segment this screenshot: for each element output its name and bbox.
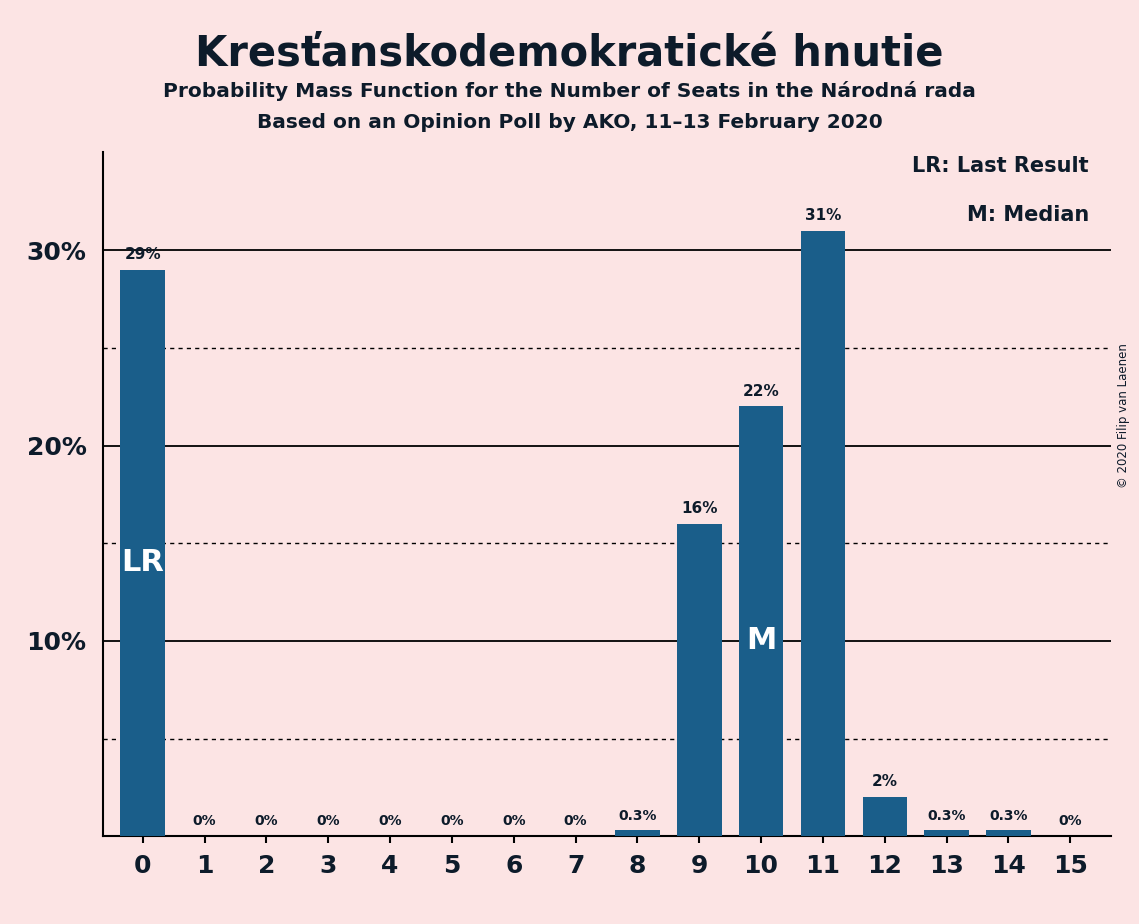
Text: 0.3%: 0.3% xyxy=(927,808,966,822)
Text: 29%: 29% xyxy=(124,247,161,261)
Text: 0%: 0% xyxy=(440,814,464,829)
Text: M: M xyxy=(746,626,777,655)
Text: 22%: 22% xyxy=(743,383,779,398)
Text: 16%: 16% xyxy=(681,501,718,516)
Text: 31%: 31% xyxy=(805,208,841,223)
Bar xyxy=(862,797,907,836)
Text: 0%: 0% xyxy=(502,814,525,829)
Text: M: Median: M: Median xyxy=(967,205,1089,225)
Text: 2%: 2% xyxy=(871,774,898,789)
Text: 0.3%: 0.3% xyxy=(618,808,657,822)
Text: LR: LR xyxy=(121,548,164,578)
Text: 0%: 0% xyxy=(192,814,216,829)
Text: © 2020 Filip van Laenen: © 2020 Filip van Laenen xyxy=(1117,344,1130,488)
Text: 0%: 0% xyxy=(564,814,588,829)
Text: 0%: 0% xyxy=(317,814,341,829)
Text: 0%: 0% xyxy=(255,814,278,829)
Text: 0%: 0% xyxy=(1058,814,1082,829)
Bar xyxy=(615,831,659,836)
Text: LR: Last Result: LR: Last Result xyxy=(912,156,1089,176)
Text: Kresťanskodemokratické hnutie: Kresťanskodemokratické hnutie xyxy=(195,32,944,74)
Text: 0.3%: 0.3% xyxy=(990,808,1027,822)
Bar xyxy=(677,524,721,836)
Bar xyxy=(801,231,845,836)
Bar xyxy=(121,270,165,836)
Bar xyxy=(986,831,1031,836)
Text: 0%: 0% xyxy=(378,814,402,829)
Bar xyxy=(739,407,784,836)
Bar xyxy=(925,831,969,836)
Text: Probability Mass Function for the Number of Seats in the Národná rada: Probability Mass Function for the Number… xyxy=(163,81,976,102)
Text: Based on an Opinion Poll by AKO, 11–13 February 2020: Based on an Opinion Poll by AKO, 11–13 F… xyxy=(256,113,883,132)
